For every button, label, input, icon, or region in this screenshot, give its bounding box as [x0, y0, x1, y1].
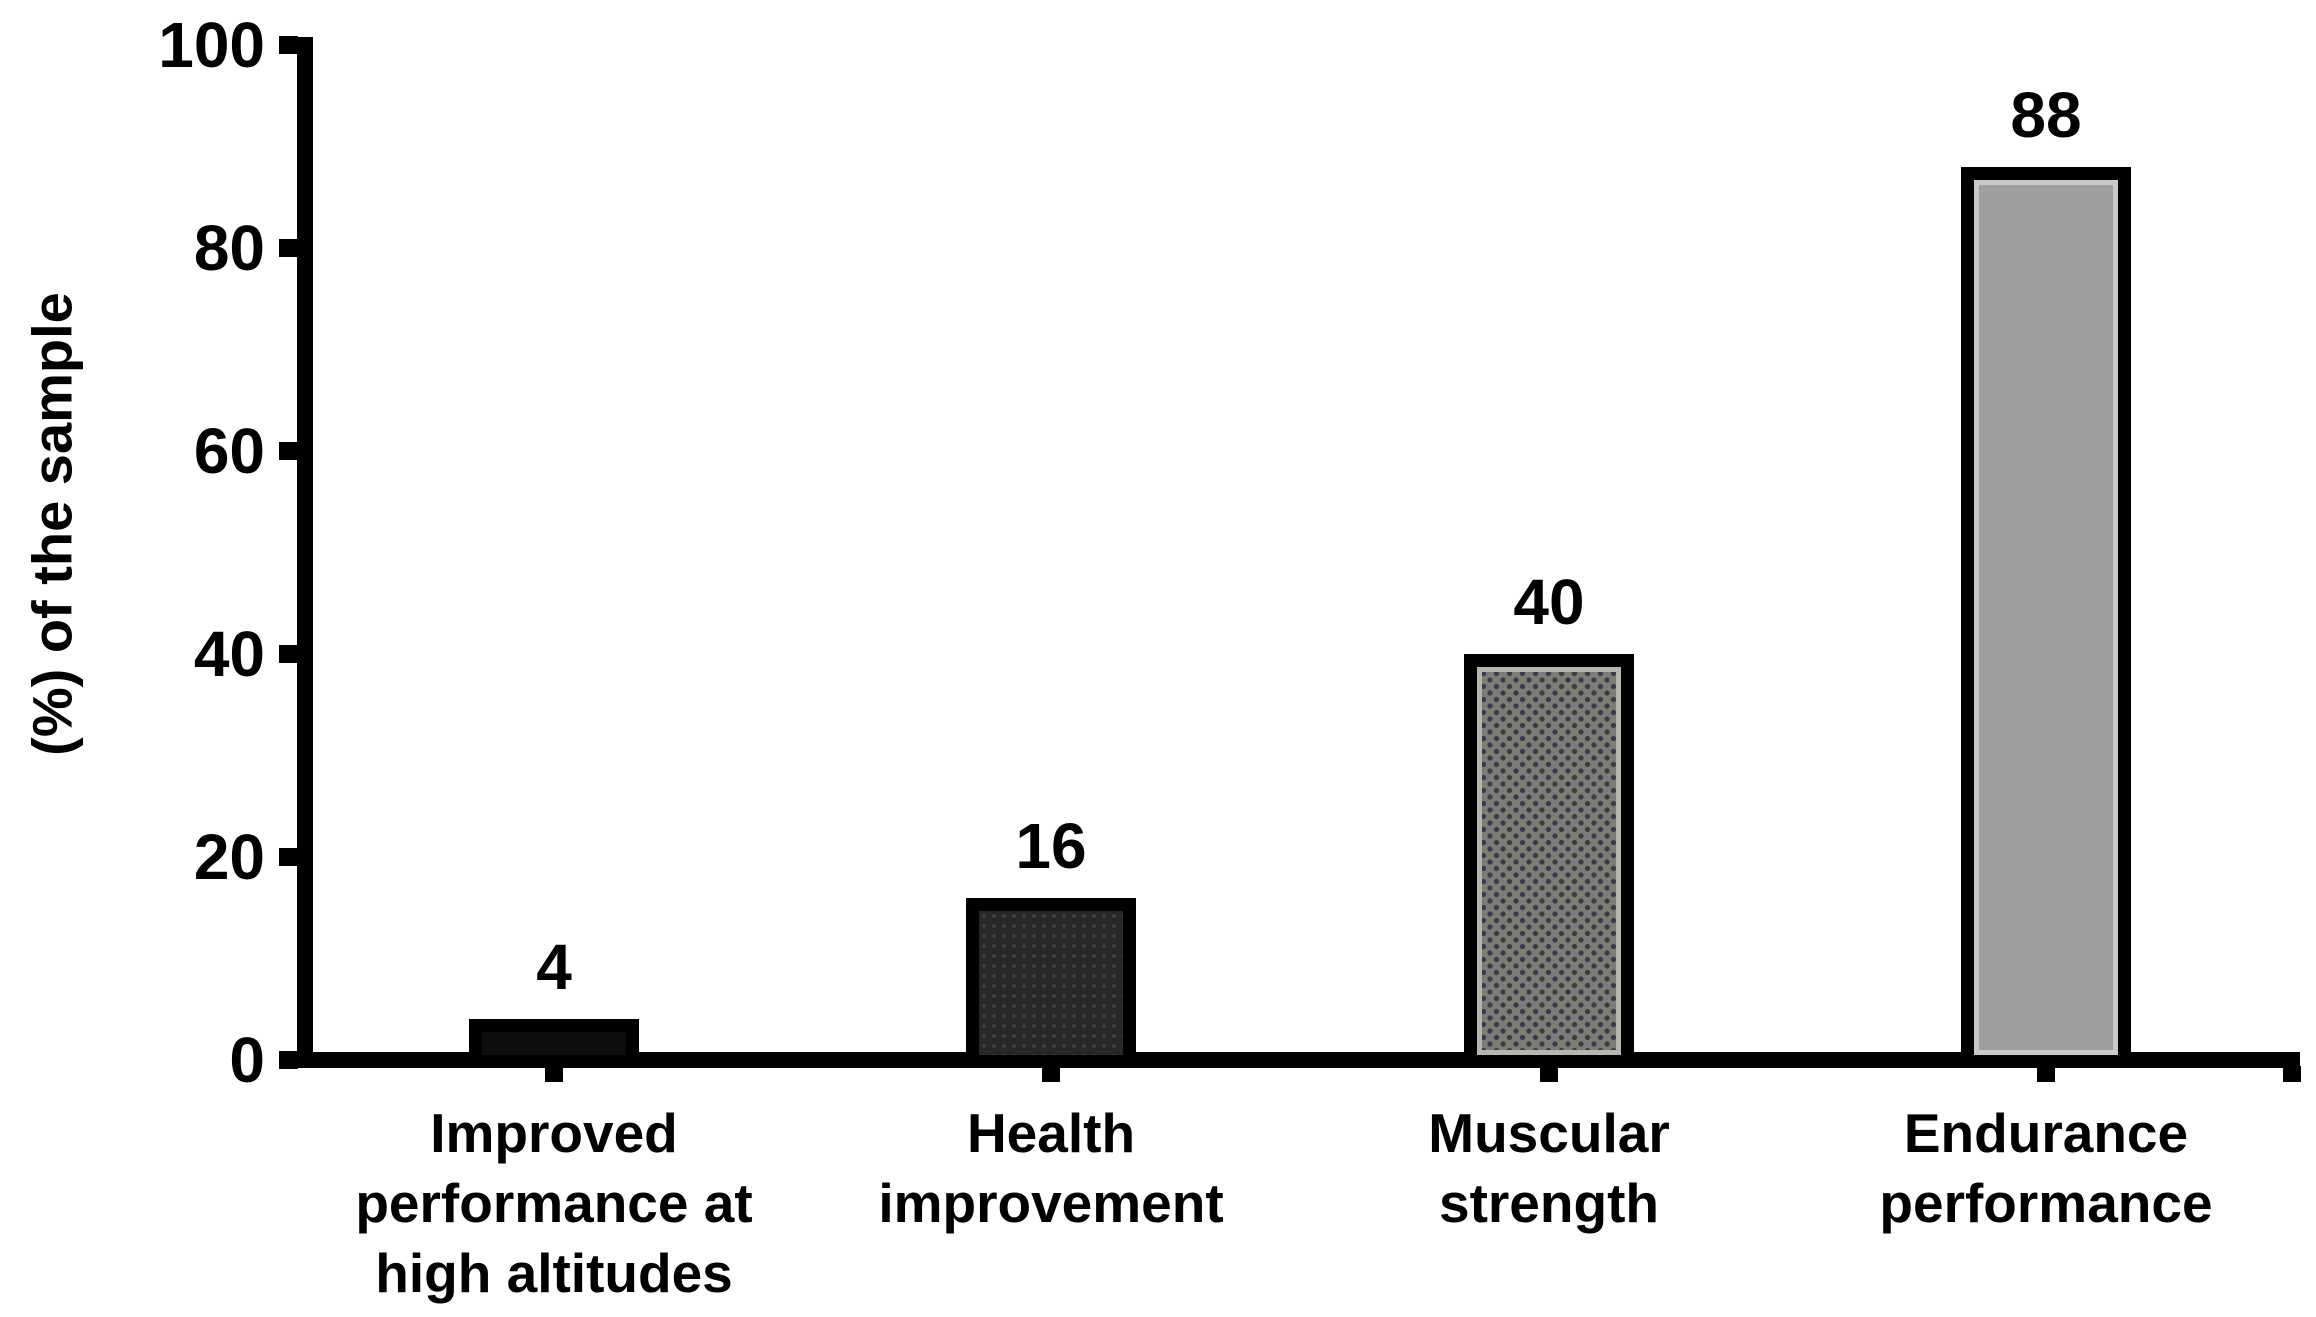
- x-category-label-endurance-performance: Endurance performance: [1879, 1102, 2213, 1234]
- y-tick-mark-0: [279, 1051, 298, 1069]
- x-category-label-muscular-strength: Muscular strength: [1428, 1102, 1670, 1234]
- x-category-label-improved-performance-at-high-altitudes: Improved performance at high altitudes: [355, 1102, 753, 1304]
- x-category-label-health-improvement: Health improvement: [878, 1102, 1224, 1234]
- bar-value-label-endurance-performance: 88: [2010, 78, 2082, 151]
- bar-value-label-health-improvement: 16: [1015, 809, 1087, 882]
- y-tick-label-0: 0: [229, 1024, 265, 1096]
- x-axis-end-tick: [2283, 1066, 2301, 1082]
- x-axis-line: [287, 1052, 2300, 1068]
- bar-muscular-strength: [1464, 654, 1634, 1068]
- y-tick-mark-60: [279, 442, 298, 460]
- y-tick-label-20: 20: [193, 821, 265, 893]
- y-tick-mark-100: [279, 36, 298, 54]
- x-tick-mark-health-improvement: [1042, 1066, 1060, 1082]
- y-tick-label-40: 40: [193, 618, 265, 690]
- y-axis-line: [297, 37, 313, 1068]
- y-tick-mark-40: [279, 645, 298, 663]
- y-tick-label-60: 60: [193, 415, 265, 487]
- y-tick-label-100: 100: [158, 9, 265, 81]
- bar-health-improvement: [966, 897, 1136, 1068]
- bar-value-label-muscular-strength: 40: [1513, 566, 1585, 638]
- bar-value-label-improved-performance-at-high-altitudes: 4: [536, 931, 572, 1004]
- x-tick-mark-endurance-performance: [2037, 1066, 2055, 1082]
- x-tick-mark-improved-performance-at-high-altitudes: [545, 1066, 563, 1082]
- y-tick-label-80: 80: [193, 212, 265, 284]
- y-tick-mark-20: [279, 848, 298, 866]
- bar-endurance-performance: [1961, 166, 2131, 1068]
- x-tick-mark-muscular-strength: [1540, 1066, 1558, 1082]
- bar-improved-performance-at-high-altitudes: [469, 1019, 639, 1068]
- y-tick-mark-80: [279, 239, 298, 257]
